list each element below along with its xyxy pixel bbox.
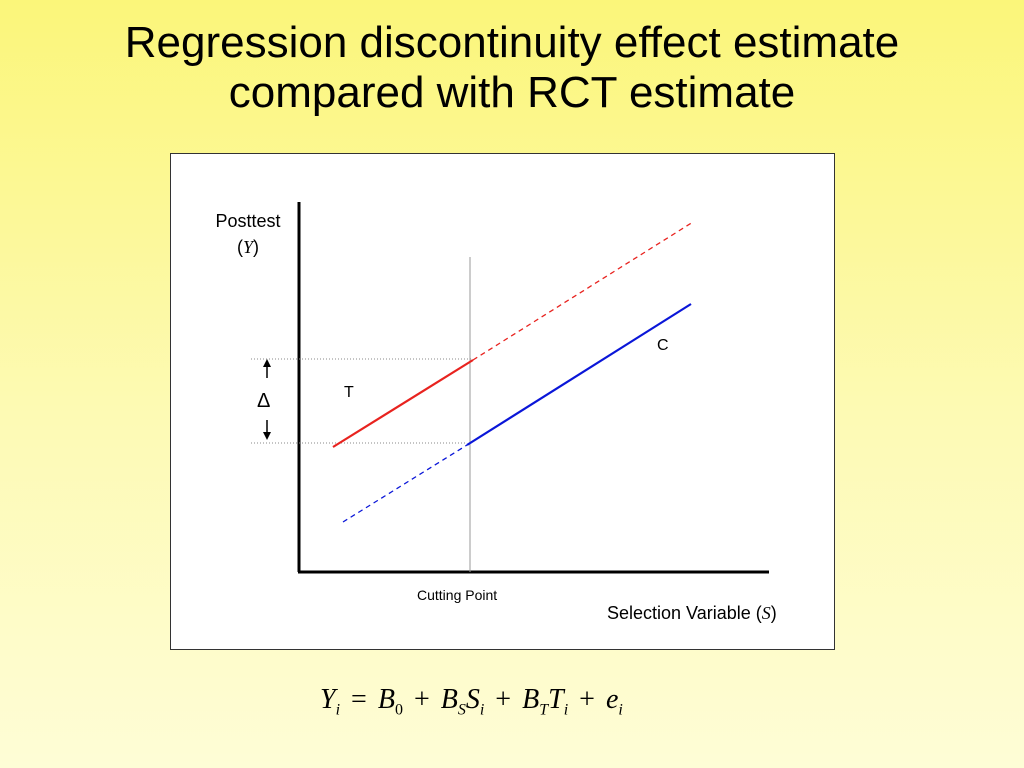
regression-diagram	[251, 202, 769, 574]
control-label: C	[657, 337, 669, 354]
eq-bt: B	[522, 684, 540, 715]
treatment-line-dashed	[472, 221, 694, 361]
eq-s: S	[465, 684, 480, 715]
y-axis-symbol: Y	[242, 237, 253, 257]
delta-arrowhead-up	[263, 359, 271, 367]
cutting-point-label: Cutting Point	[417, 587, 498, 603]
eq-b0: B	[377, 684, 395, 715]
title-line-1: Regression discontinuity effect estimate	[124, 18, 900, 67]
effect-delta-label: Δ	[257, 390, 271, 412]
slide-title: Regression discontinuity effect estimate…	[0, 18, 1024, 118]
control-line-solid	[466, 303, 692, 446]
x-axis-label-text: Selection Variable	[607, 603, 751, 623]
diagram-frame: Posttest (Y) Δ T C Cutting Point Selecti…	[170, 153, 835, 650]
title-line-2: compared with RCT estimate	[228, 68, 796, 117]
treatment-label: T	[344, 384, 354, 401]
x-axis-label: Selection Variable (S)	[607, 603, 777, 623]
y-axis-label-text: Posttest	[215, 211, 281, 231]
eq-t: T	[548, 684, 564, 715]
eq-y-sub: i	[335, 701, 341, 719]
eq-t-sub: i	[563, 701, 569, 719]
eq-bt-sub: T	[539, 701, 549, 719]
eq-e: e	[605, 684, 619, 715]
eq-plus-3: +	[579, 684, 595, 715]
y-axis-label: Posttest (Y)	[207, 208, 289, 260]
x-axis-symbol: S	[761, 603, 771, 623]
eq-b0-sub: 0	[394, 701, 403, 719]
eq-bs: B	[440, 684, 458, 715]
eq-y: Y	[320, 684, 336, 715]
eq-e-sub: i	[618, 701, 623, 719]
control-line-dashed	[342, 444, 468, 523]
eq-bs-sub: S	[457, 701, 466, 719]
regression-equation: Yi = B0 + BSSi + BTTi + ei	[320, 684, 623, 720]
eq-plus-2: +	[495, 684, 512, 715]
y-axis-symbol-wrap: (Y)	[236, 237, 259, 257]
eq-s-sub: i	[479, 701, 485, 719]
delta-arrowhead-down	[263, 432, 271, 440]
eq-plus-1: +	[413, 684, 430, 715]
eq-equals: =	[351, 684, 367, 715]
treatment-line-solid	[332, 359, 474, 448]
